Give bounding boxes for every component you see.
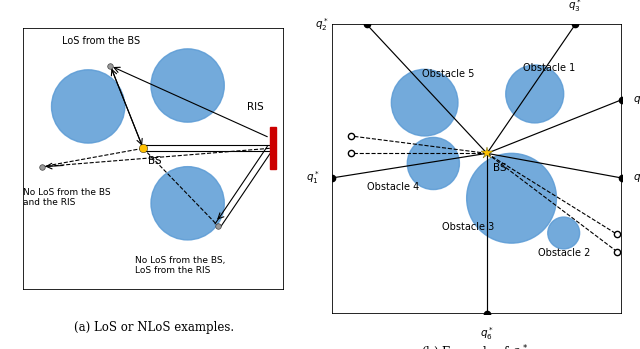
Text: (b) Example of $\mathcal{Q}^*$.: (b) Example of $\mathcal{Q}^*$. bbox=[420, 343, 533, 349]
Text: $q_2^*$: $q_2^*$ bbox=[315, 16, 329, 33]
Text: (a) LoS or NLoS examples.: (a) LoS or NLoS examples. bbox=[74, 321, 234, 334]
Circle shape bbox=[467, 153, 556, 243]
Circle shape bbox=[506, 65, 564, 123]
Text: $q_6^*$: $q_6^*$ bbox=[480, 326, 494, 342]
Text: $q_1^*$: $q_1^*$ bbox=[307, 170, 321, 186]
Text: No LoS from the BS
and the RIS: No LoS from the BS and the RIS bbox=[23, 187, 110, 207]
Text: $q_5^*$: $q_5^*$ bbox=[633, 170, 640, 186]
Text: Obstacle 2: Obstacle 2 bbox=[538, 248, 590, 258]
Text: $q_4^*$: $q_4^*$ bbox=[633, 91, 640, 108]
Bar bbox=[270, 127, 276, 169]
Text: Obstacle 1: Obstacle 1 bbox=[523, 63, 575, 73]
Text: No LoS from the BS,
LoS from the RIS: No LoS from the BS, LoS from the RIS bbox=[135, 255, 226, 275]
Text: Obstacle 5: Obstacle 5 bbox=[422, 69, 474, 79]
Circle shape bbox=[548, 217, 580, 249]
Text: $q_3^*$: $q_3^*$ bbox=[568, 0, 582, 14]
Circle shape bbox=[391, 69, 458, 136]
Circle shape bbox=[407, 138, 460, 190]
Text: LoS from the BS: LoS from the BS bbox=[62, 36, 140, 46]
Circle shape bbox=[51, 70, 125, 143]
Circle shape bbox=[151, 49, 224, 122]
Text: BS: BS bbox=[148, 156, 162, 166]
Text: RIS: RIS bbox=[247, 102, 264, 112]
Text: BS: BS bbox=[493, 163, 506, 173]
Circle shape bbox=[151, 166, 224, 240]
Text: Obstacle 4: Obstacle 4 bbox=[367, 181, 419, 192]
Text: Obstacle 3: Obstacle 3 bbox=[442, 222, 494, 232]
